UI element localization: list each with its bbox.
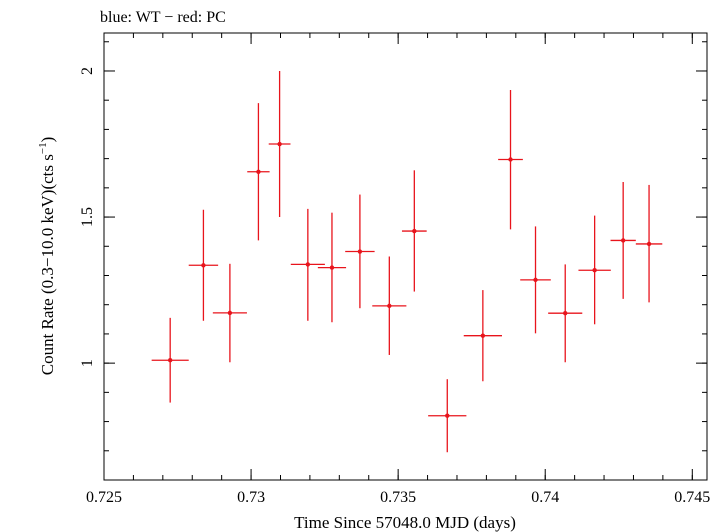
x-tick-label: 0.735 xyxy=(380,489,416,506)
data-point xyxy=(345,194,375,309)
data-point-marker xyxy=(277,141,282,147)
data-point-marker xyxy=(167,358,173,363)
data-point-marker xyxy=(620,238,626,243)
data-point xyxy=(610,182,636,299)
data-point xyxy=(188,209,219,321)
data-point-marker xyxy=(227,310,233,316)
data-point-marker xyxy=(592,268,597,273)
data-points xyxy=(151,70,663,453)
data-point xyxy=(317,212,347,323)
y-tick-label: 1.5 xyxy=(79,207,96,227)
plot-frame xyxy=(103,32,708,481)
data-point-marker xyxy=(329,265,335,270)
data-point-marker xyxy=(256,169,261,174)
data-point xyxy=(401,170,427,292)
data-point xyxy=(290,208,325,321)
data-point xyxy=(247,103,270,241)
data-point xyxy=(548,264,583,363)
x-tick-label: 0.74 xyxy=(531,489,559,506)
x-axis-label: Time Since 57048.0 MJD (days) xyxy=(294,513,516,532)
y-axis-label-main: Count Rate (0.3−10.0 keV)(cts s xyxy=(38,154,57,375)
data-point-marker xyxy=(412,228,417,234)
y-tick-label: 2 xyxy=(79,67,96,75)
data-point-marker xyxy=(445,413,450,418)
x-tick-label: 0.725 xyxy=(86,489,122,506)
data-point xyxy=(151,317,189,403)
y-axis-label: Count Rate (0.3−10.0 keV)(cts s−1) xyxy=(37,137,57,376)
y-axis-label-exponent: −1 xyxy=(37,142,49,154)
data-point-marker xyxy=(305,262,311,267)
data-point-marker xyxy=(480,333,486,338)
data-point xyxy=(428,379,467,453)
data-point-marker xyxy=(357,249,363,254)
data-point-marker xyxy=(533,277,538,283)
data-point-marker xyxy=(387,303,392,309)
x-tick-label: 0.73 xyxy=(237,489,265,506)
data-point xyxy=(372,256,407,355)
data-point xyxy=(268,70,291,218)
data-point-marker xyxy=(201,263,206,268)
data-point-marker xyxy=(646,241,652,247)
data-point-marker xyxy=(563,310,568,316)
data-point xyxy=(463,290,502,382)
x-tick-label: 0.745 xyxy=(674,489,710,506)
data-point xyxy=(498,89,523,230)
chart-title: blue: WT − red: PC xyxy=(100,9,226,26)
y-tick-label: 1 xyxy=(79,359,96,367)
data-point-marker xyxy=(508,157,513,162)
axis-ticks xyxy=(103,33,707,481)
data-point xyxy=(635,184,663,303)
y-axis-label-tail: ) xyxy=(38,137,57,143)
axis-tick-labels: 0.725 0.73 0.735 0.74 0.745 1 1.5 2 xyxy=(79,67,710,506)
data-point xyxy=(212,263,247,363)
data-point xyxy=(578,215,611,325)
data-point xyxy=(520,226,551,334)
